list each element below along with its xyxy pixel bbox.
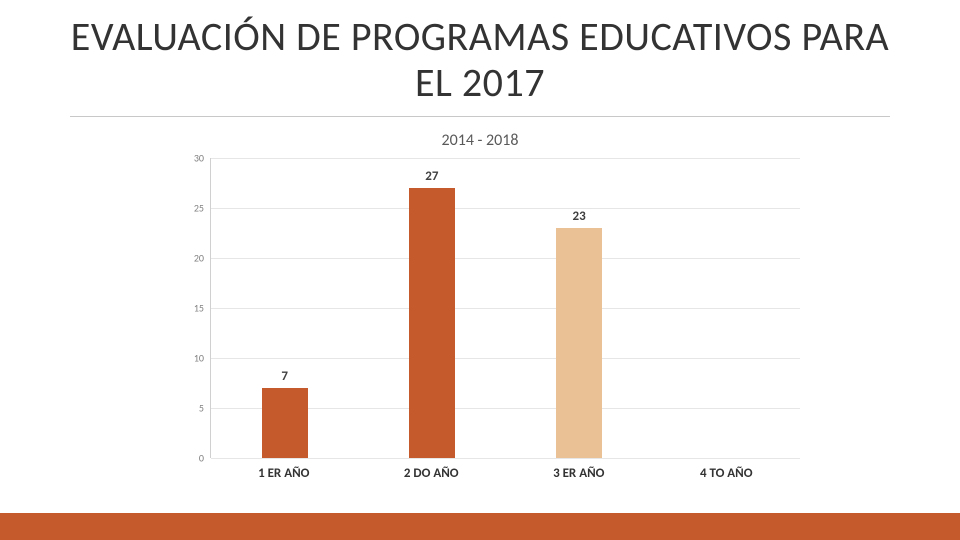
- bar-3: 23: [556, 228, 602, 458]
- x-label: 2 DO AÑO: [358, 458, 506, 481]
- x-axis: 1 ER AÑO 2 DO AÑO 3 ER AÑO 4 TO AÑO: [210, 458, 800, 481]
- y-tick: 0: [160, 452, 210, 465]
- page-title: EVALUACIÓN DE PROGRAMAS EDUCATIVOS PARA …: [70, 14, 890, 117]
- bars-container: 7 27 23: [211, 158, 800, 458]
- bar-slot: 27: [358, 158, 505, 458]
- y-tick: 20: [160, 251, 210, 264]
- slide: EVALUACIÓN DE PROGRAMAS EDUCATIVOS PARA …: [0, 0, 960, 540]
- chart-plot: 30 25 20 15 10 5 0 7: [160, 158, 800, 458]
- y-tick: 30: [160, 152, 210, 165]
- bar-value: 23: [573, 209, 586, 224]
- grid-area: 7 27 23: [210, 158, 800, 458]
- x-label: 4 TO AÑO: [653, 458, 801, 481]
- bar-slot: 23: [506, 158, 653, 458]
- title-container: EVALUACIÓN DE PROGRAMAS EDUCATIVOS PARA …: [0, 0, 960, 123]
- bar-value: 7: [281, 369, 288, 384]
- x-label: 1 ER AÑO: [210, 458, 358, 481]
- bar-slot: [653, 158, 800, 458]
- bar-slot: 7: [211, 158, 358, 458]
- y-axis: 30 25 20 15 10 5 0: [160, 158, 210, 458]
- x-label: 3 ER AÑO: [505, 458, 653, 481]
- y-tick: 10: [160, 351, 210, 364]
- chart-area: 2014 - 2018 30 25 20 15 10 5 0: [0, 123, 960, 540]
- y-tick: 15: [160, 302, 210, 315]
- y-tick: 25: [160, 201, 210, 214]
- bar-1: 7: [262, 388, 308, 458]
- bar-value: 27: [425, 169, 438, 184]
- chart-title: 2014 - 2018: [0, 131, 960, 150]
- bar-2: 27: [409, 188, 455, 458]
- y-tick: 5: [160, 401, 210, 414]
- footer-bar: [0, 513, 960, 540]
